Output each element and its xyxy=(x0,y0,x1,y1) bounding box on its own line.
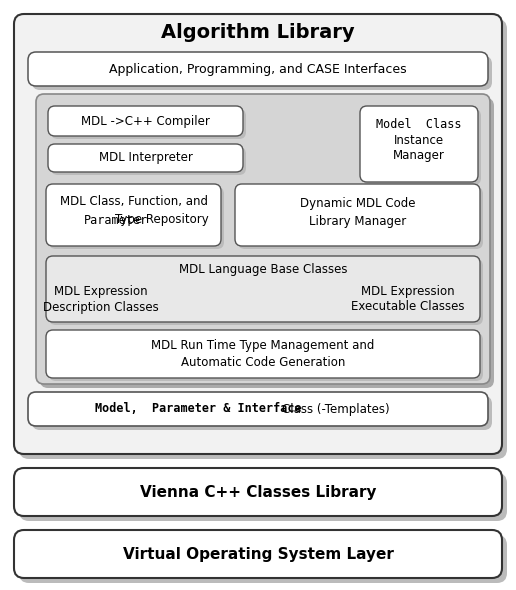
FancyBboxPatch shape xyxy=(48,144,243,172)
FancyBboxPatch shape xyxy=(46,184,221,246)
FancyBboxPatch shape xyxy=(36,94,490,384)
FancyBboxPatch shape xyxy=(51,147,246,175)
FancyBboxPatch shape xyxy=(49,187,224,249)
Text: Parameter: Parameter xyxy=(84,214,148,227)
FancyBboxPatch shape xyxy=(238,187,483,249)
FancyBboxPatch shape xyxy=(19,19,507,459)
FancyBboxPatch shape xyxy=(360,106,478,182)
FancyBboxPatch shape xyxy=(49,333,483,381)
Text: Manager: Manager xyxy=(393,149,445,162)
FancyBboxPatch shape xyxy=(14,14,502,454)
FancyBboxPatch shape xyxy=(14,468,502,516)
FancyBboxPatch shape xyxy=(51,109,246,139)
Text: Automatic Code Generation: Automatic Code Generation xyxy=(181,356,345,369)
FancyBboxPatch shape xyxy=(19,473,507,521)
FancyBboxPatch shape xyxy=(28,52,488,86)
Text: Instance: Instance xyxy=(394,133,444,146)
Text: Executable Classes: Executable Classes xyxy=(351,300,465,313)
Text: Class (-Templates): Class (-Templates) xyxy=(282,402,390,415)
Text: MDL ->C++ Compiler: MDL ->C++ Compiler xyxy=(81,114,210,127)
Text: Model  Class: Model Class xyxy=(376,117,462,130)
Text: Dynamic MDL Code: Dynamic MDL Code xyxy=(300,198,415,211)
FancyBboxPatch shape xyxy=(46,256,480,322)
Text: Model,  Parameter & Interface: Model, Parameter & Interface xyxy=(95,402,301,415)
Text: Application, Programming, and CASE Interfaces: Application, Programming, and CASE Inter… xyxy=(109,63,407,76)
Text: Virtual Operating System Layer: Virtual Operating System Layer xyxy=(123,546,393,562)
FancyBboxPatch shape xyxy=(49,259,483,325)
FancyBboxPatch shape xyxy=(32,56,492,90)
Text: MDL Expression: MDL Expression xyxy=(54,286,148,299)
Text: MDL Run Time Type Management and: MDL Run Time Type Management and xyxy=(151,339,375,352)
FancyBboxPatch shape xyxy=(363,109,481,185)
FancyBboxPatch shape xyxy=(48,106,243,136)
Text: Vienna C++ Classes Library: Vienna C++ Classes Library xyxy=(140,484,376,500)
FancyBboxPatch shape xyxy=(32,396,492,430)
FancyBboxPatch shape xyxy=(46,330,480,378)
Text: MDL Expression: MDL Expression xyxy=(361,286,455,299)
Text: Library Manager: Library Manager xyxy=(309,215,406,228)
Text: MDL Class, Function, and: MDL Class, Function, and xyxy=(59,195,207,208)
Text: Description Classes: Description Classes xyxy=(43,300,159,313)
FancyBboxPatch shape xyxy=(235,184,480,246)
FancyBboxPatch shape xyxy=(40,98,494,388)
Text: MDL Interpreter: MDL Interpreter xyxy=(99,152,192,165)
FancyBboxPatch shape xyxy=(19,535,507,583)
Text: Type Repository: Type Repository xyxy=(115,214,208,227)
Text: MDL Language Base Classes: MDL Language Base Classes xyxy=(179,263,347,276)
FancyBboxPatch shape xyxy=(14,530,502,578)
FancyBboxPatch shape xyxy=(28,392,488,426)
Text: Algorithm Library: Algorithm Library xyxy=(161,22,355,41)
